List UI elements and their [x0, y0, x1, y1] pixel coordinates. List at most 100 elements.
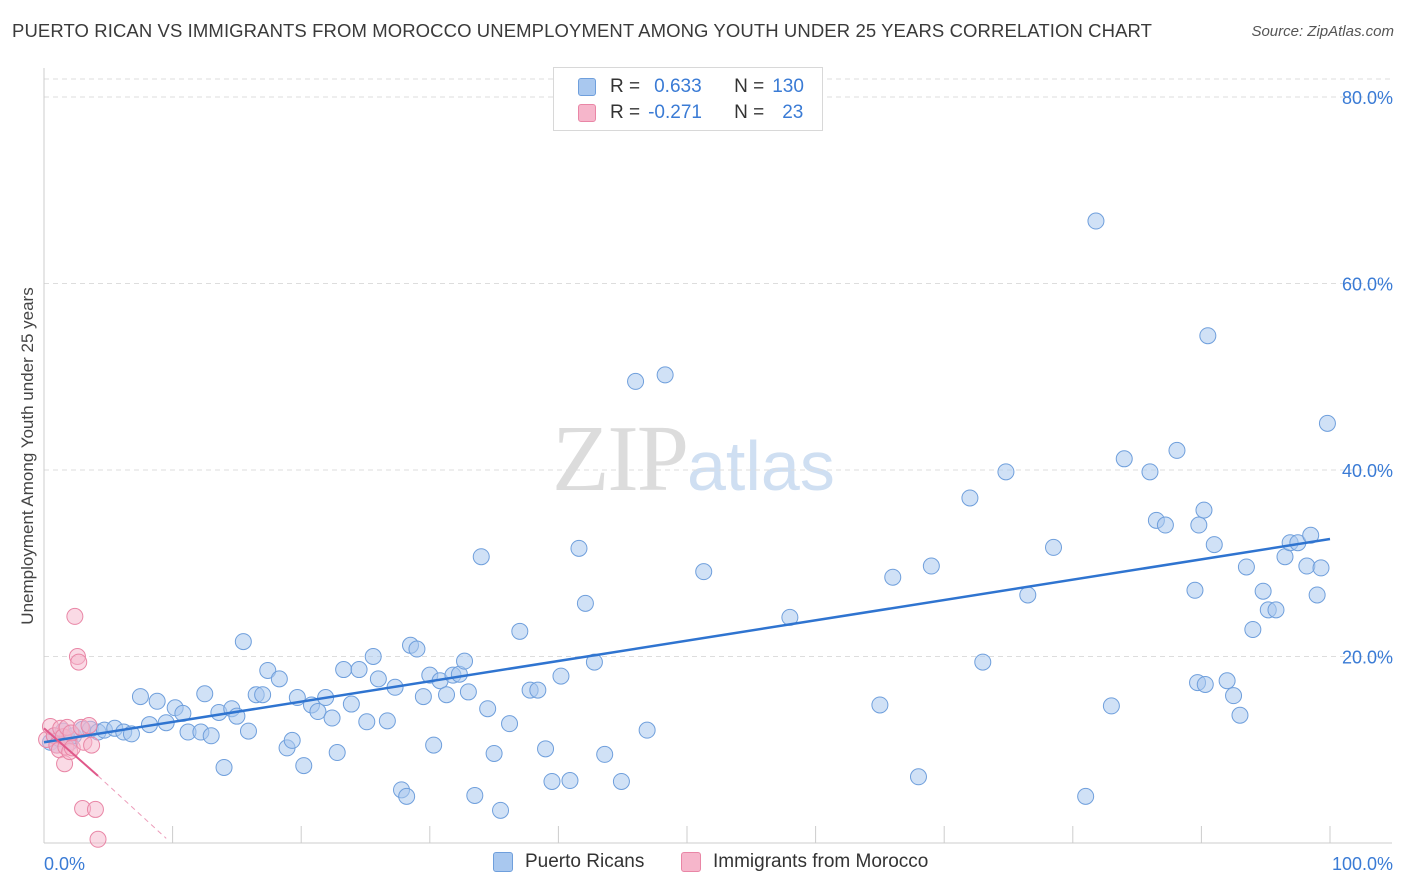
puerto-rican-point [1231, 706, 1249, 724]
puerto-rican-point [570, 539, 588, 557]
puerto-rican-point [1244, 620, 1262, 638]
puerto-rican-point [328, 744, 346, 762]
n-label: N = [734, 102, 765, 123]
puerto-rican-point [1196, 675, 1214, 693]
puerto-rican-point [335, 661, 353, 679]
puerto-rican-point [1102, 697, 1120, 715]
puerto-rican-point [576, 594, 594, 612]
puerto-rican-point [1205, 536, 1223, 554]
puerto-rican-point [456, 652, 474, 670]
y-axis-label: Unemployment Among Youth under 25 years [18, 287, 37, 625]
puerto-rican-point [1045, 538, 1063, 556]
y-tick-label: 80.0% [1342, 88, 1393, 108]
morocco-point [66, 607, 84, 625]
x-tick-label: 100.0% [1332, 854, 1393, 874]
puerto-rican-point [537, 740, 555, 758]
source-label: Source: ZipAtlas.com [1251, 23, 1394, 40]
puerto-rican-point [295, 757, 313, 775]
puerto-rican-point [466, 786, 484, 804]
puerto-rican-point [871, 696, 889, 714]
puerto-rican-point [234, 633, 252, 651]
puerto-rican-point [997, 463, 1015, 481]
series-legend: Puerto Ricans Immigrants from Morocco [0, 851, 1406, 877]
morocco-trendline-extension [97, 775, 167, 839]
puerto-rican-point [414, 688, 432, 706]
puerto-rican-point [1254, 582, 1272, 600]
puerto-rican-point [561, 772, 579, 790]
puerto-rican-point [1225, 687, 1243, 705]
watermark-zip: ZIP [552, 407, 689, 511]
puerto-rican-point [974, 653, 992, 671]
puerto-rican-point [1218, 672, 1236, 690]
puerto-rican-point [459, 683, 477, 701]
legend-label: Puerto Ricans [525, 851, 645, 872]
puerto-rican-point [472, 548, 490, 566]
puerto-rican-point [1267, 601, 1285, 619]
puerto-rican-point [254, 686, 272, 704]
r-label: R = [610, 76, 641, 97]
puerto-rican-point [148, 692, 166, 710]
n-label: N = [734, 76, 765, 97]
puerto-rican-point [485, 744, 503, 762]
watermark-atlas: atlas [687, 427, 835, 505]
puerto-rican-point [543, 772, 561, 790]
legend-row-morocco: R = -0.271 N = 23 [578, 100, 803, 126]
puerto-rican-point [961, 489, 979, 507]
puerto-rican-point [511, 622, 529, 640]
pink-swatch [681, 852, 701, 872]
puerto-rican-point [529, 681, 547, 699]
legend-row-puerto-ricans: R = 0.633 N = 130 [578, 74, 804, 100]
r-value: -0.271 [648, 102, 702, 123]
y-tick-label: 40.0% [1342, 461, 1393, 481]
puerto-rican-point [342, 695, 360, 713]
watermark: ZIPatlas [552, 405, 835, 513]
x-tick-label: 0.0% [44, 854, 85, 874]
puerto-rican-point [1199, 327, 1217, 345]
blue-swatch [493, 852, 513, 872]
puerto-rican-point [1115, 450, 1133, 468]
puerto-rican-point [922, 557, 940, 575]
puerto-rican-point [1186, 581, 1204, 599]
puerto-rican-point [884, 568, 902, 586]
morocco-point [70, 653, 88, 671]
puerto-rican-point [239, 722, 257, 740]
puerto-rican-point [378, 712, 396, 730]
morocco-point [83, 736, 101, 754]
puerto-rican-point [270, 670, 288, 688]
r-label: R = [610, 102, 641, 123]
puerto-rican-point [1156, 516, 1174, 534]
pink-swatch [578, 104, 596, 122]
puerto-rican-point [1087, 212, 1105, 230]
puerto-rican-point [202, 727, 220, 745]
puerto-rican-point [1195, 501, 1213, 519]
puerto-rican-point [425, 736, 443, 754]
r-value: 0.633 [654, 76, 702, 97]
y-tick-label: 20.0% [1342, 648, 1393, 668]
puerto-rican-point [398, 787, 416, 805]
puerto-rican-point [196, 685, 214, 703]
puerto-rican-point [1019, 586, 1037, 604]
puerto-rican-point [1298, 557, 1316, 575]
puerto-rican-point [695, 563, 713, 581]
blue-swatch [578, 78, 596, 96]
puerto-rican-point [1308, 586, 1326, 604]
puerto-rican-point [438, 686, 456, 704]
legend-item-morocco: Immigrants from Morocco [681, 851, 928, 873]
puerto-rican-point [358, 713, 376, 731]
puerto-rican-point [1168, 441, 1186, 459]
puerto-rican-trendline [43, 537, 1331, 744]
puerto-rican-point [612, 772, 630, 790]
puerto-rican-point [364, 648, 382, 665]
puerto-rican-point [1318, 414, 1336, 432]
puerto-rican-point [1190, 516, 1208, 534]
puerto-rican-point [596, 745, 614, 763]
puerto-rican-point [323, 709, 341, 727]
legend-item-puerto-ricans: Puerto Ricans [493, 851, 644, 873]
puerto-rican-point [492, 801, 510, 819]
puerto-rican-point [479, 700, 497, 718]
puerto-rican-point [501, 715, 519, 733]
puerto-rican-point [1077, 787, 1095, 805]
morocco-point [86, 800, 104, 818]
puerto-rican-point [369, 670, 387, 688]
